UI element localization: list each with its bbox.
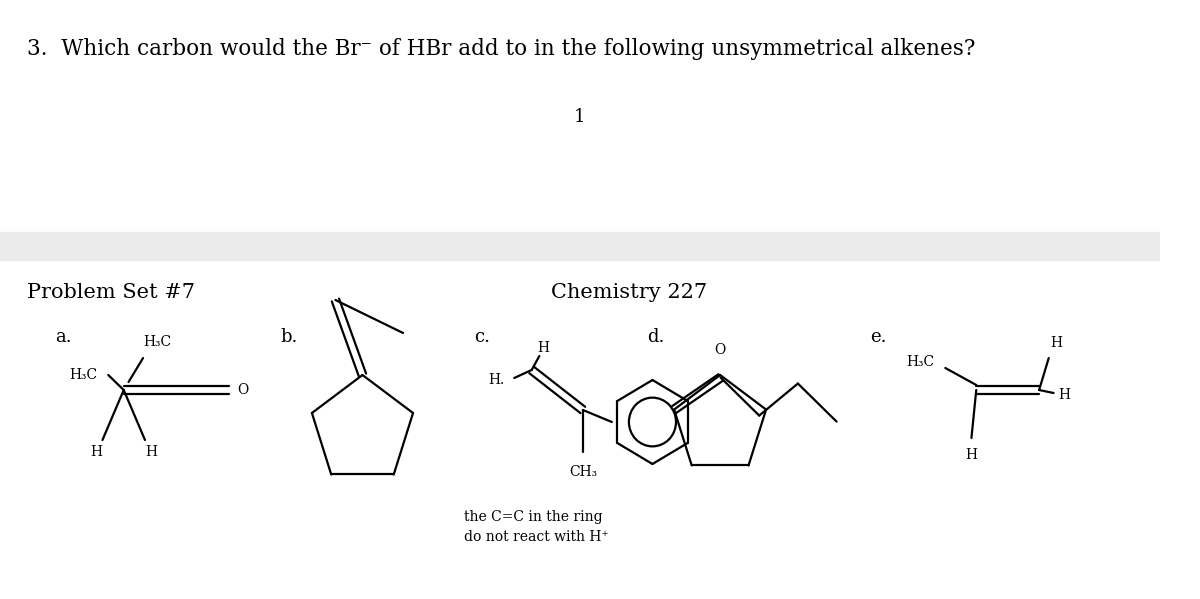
Text: a.: a. xyxy=(55,328,72,346)
Text: H.: H. xyxy=(488,373,504,387)
Bar xyxy=(0,232,1160,260)
Text: 3.  Which carbon would the Br⁻ of HBr add to in the following unsymmetrical alke: 3. Which carbon would the Br⁻ of HBr add… xyxy=(28,38,976,60)
Text: c.: c. xyxy=(474,328,490,346)
Text: 1: 1 xyxy=(575,108,586,126)
Text: H₃C: H₃C xyxy=(70,368,97,382)
Text: H: H xyxy=(538,341,550,355)
Text: b.: b. xyxy=(281,328,298,346)
Text: O: O xyxy=(236,383,248,397)
Text: H: H xyxy=(966,448,978,462)
Text: e.: e. xyxy=(870,328,887,346)
Text: H: H xyxy=(1051,336,1063,350)
Text: Chemistry 227: Chemistry 227 xyxy=(551,283,707,302)
Text: H₃C: H₃C xyxy=(907,355,935,369)
Text: H: H xyxy=(1058,388,1070,402)
Text: do not react with H⁺: do not react with H⁺ xyxy=(464,530,608,544)
Text: CH₃: CH₃ xyxy=(569,465,596,479)
Text: H₃C: H₃C xyxy=(143,335,172,349)
Text: H: H xyxy=(145,445,157,459)
Text: H: H xyxy=(91,445,103,459)
Text: d.: d. xyxy=(648,328,665,346)
Text: Problem Set #7: Problem Set #7 xyxy=(28,283,196,302)
Text: the C=C in the ring: the C=C in the ring xyxy=(464,510,602,524)
Text: O: O xyxy=(714,343,726,357)
